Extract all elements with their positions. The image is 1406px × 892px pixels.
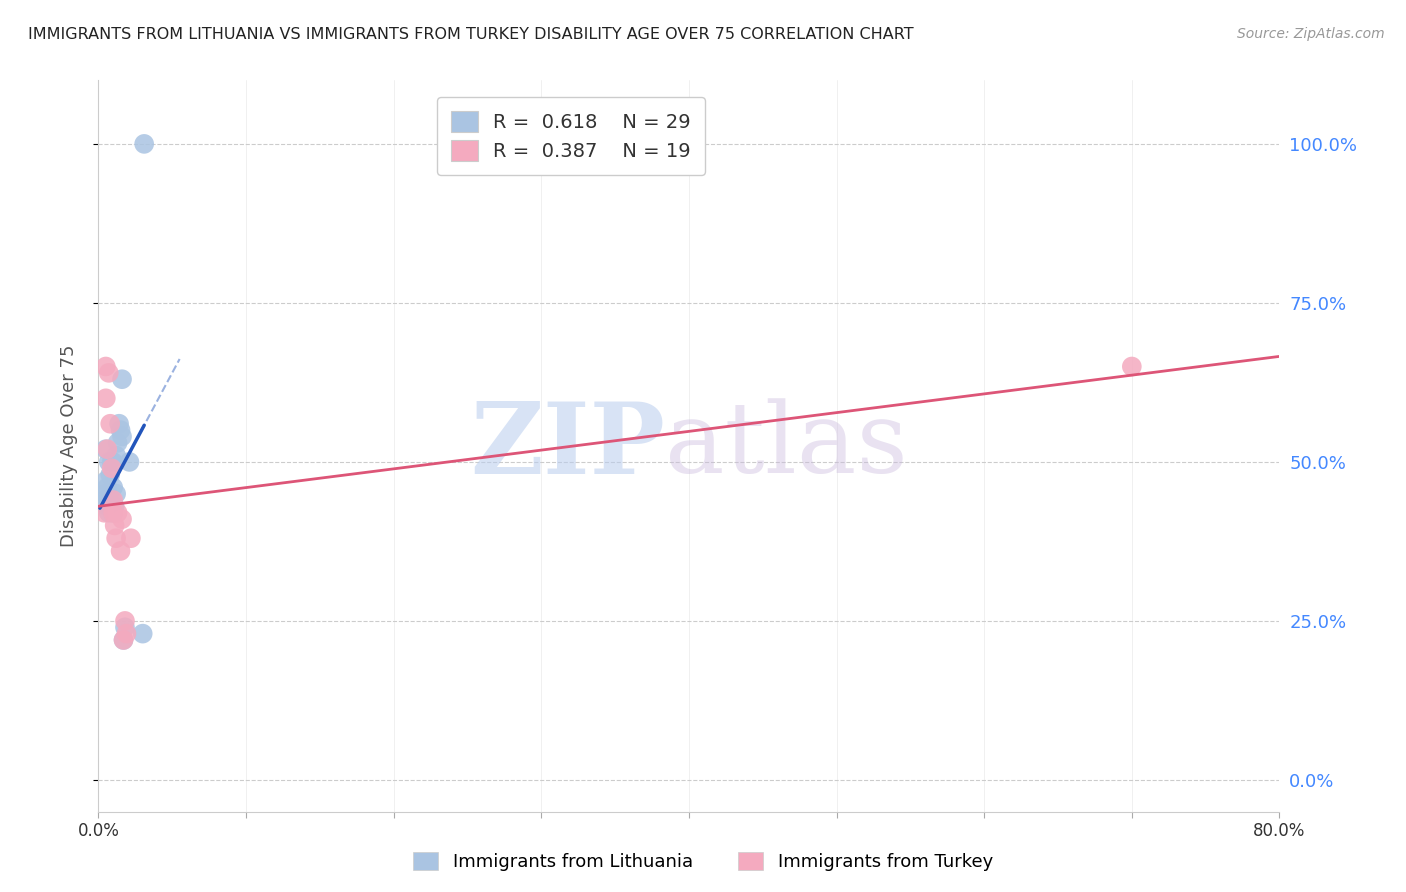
Point xyxy=(103,506,125,520)
Point xyxy=(115,626,138,640)
Point xyxy=(94,392,117,406)
Point xyxy=(98,500,121,514)
Point xyxy=(97,366,120,380)
Point xyxy=(103,506,125,520)
Point xyxy=(97,506,120,520)
Text: IMMIGRANTS FROM LITHUANIA VS IMMIGRANTS FROM TURKEY DISABILITY AGE OVER 75 CORRE: IMMIGRANTS FROM LITHUANIA VS IMMIGRANTS … xyxy=(28,27,914,42)
Point xyxy=(105,531,128,545)
Point xyxy=(105,486,128,500)
Legend: Immigrants from Lithuania, Immigrants from Turkey: Immigrants from Lithuania, Immigrants fr… xyxy=(406,846,1000,879)
Point xyxy=(112,632,135,647)
Point xyxy=(110,544,132,558)
Point xyxy=(96,480,118,494)
Point xyxy=(1121,359,1143,374)
Point xyxy=(114,614,136,628)
Point xyxy=(120,531,142,545)
Point xyxy=(94,359,117,374)
Point xyxy=(98,467,121,482)
Point xyxy=(108,417,131,431)
Point xyxy=(98,417,121,431)
Point xyxy=(112,632,135,647)
Point xyxy=(110,423,132,437)
Point xyxy=(97,455,120,469)
Point xyxy=(93,493,115,508)
Point xyxy=(94,486,117,500)
Point xyxy=(111,372,134,386)
Point xyxy=(111,512,134,526)
Point xyxy=(134,136,156,151)
Point xyxy=(96,442,118,457)
Point xyxy=(107,506,129,520)
Point xyxy=(118,455,141,469)
Text: atlas: atlas xyxy=(665,398,908,494)
Point xyxy=(100,493,122,508)
Point xyxy=(100,455,122,469)
Point xyxy=(104,500,127,514)
Point xyxy=(100,461,122,475)
Point xyxy=(107,435,129,450)
Legend: R =  0.618    N = 29, R =  0.387    N = 19: R = 0.618 N = 29, R = 0.387 N = 19 xyxy=(437,97,704,175)
Point xyxy=(93,506,115,520)
Y-axis label: Disability Age Over 75: Disability Age Over 75 xyxy=(59,344,77,548)
Point xyxy=(94,474,117,488)
Text: Source: ZipAtlas.com: Source: ZipAtlas.com xyxy=(1237,27,1385,41)
Point xyxy=(105,449,128,463)
Point xyxy=(132,626,155,640)
Text: ZIP: ZIP xyxy=(471,398,665,494)
Point xyxy=(103,493,125,508)
Point xyxy=(111,429,134,443)
Point xyxy=(103,455,125,469)
Point xyxy=(104,518,127,533)
Point xyxy=(97,493,120,508)
Point xyxy=(114,620,136,634)
Point xyxy=(103,480,125,494)
Point xyxy=(94,442,117,457)
Point xyxy=(96,500,118,514)
